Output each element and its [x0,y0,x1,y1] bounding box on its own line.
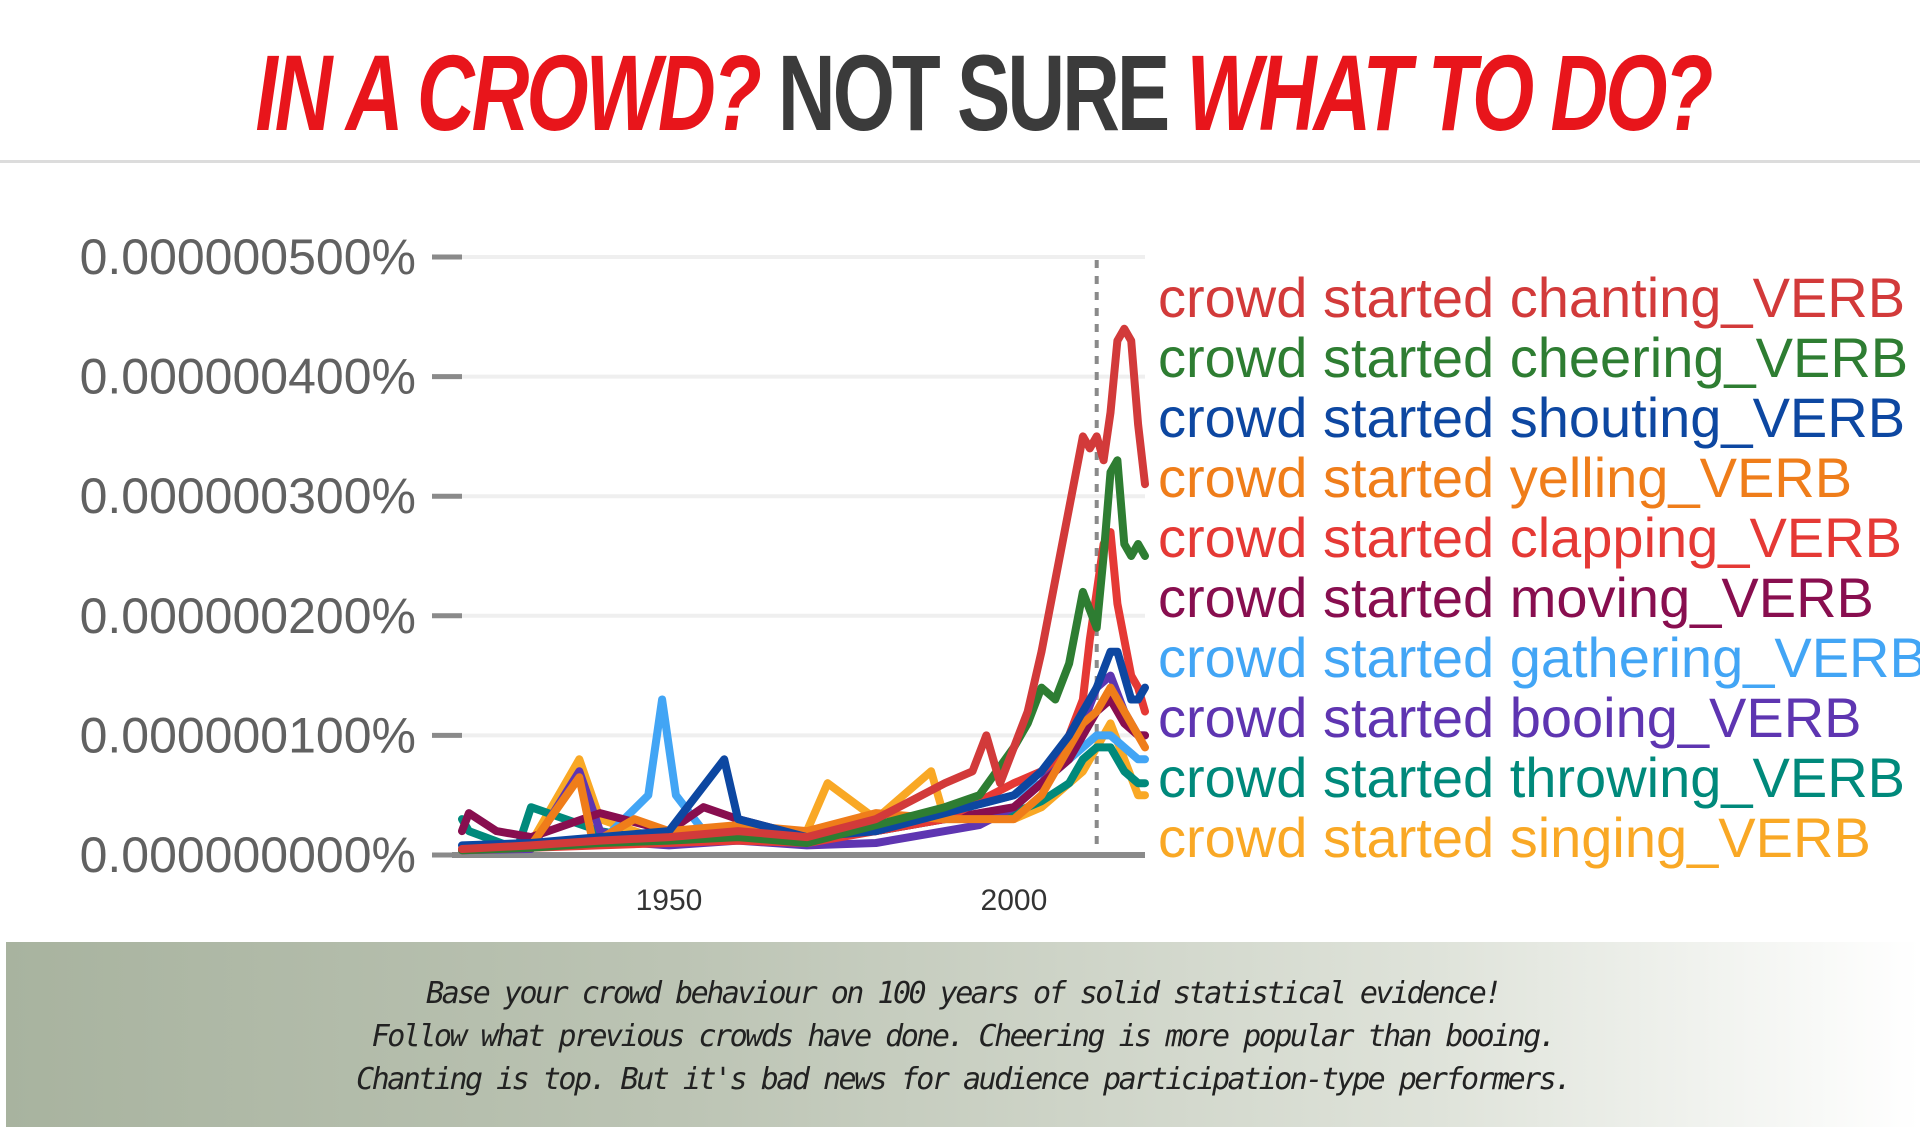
page-title: IN A CROWD? NOT SURE WHAT TO DO? [0,20,1920,165]
y-tick-label: 0.000000500% [80,229,416,285]
plot-lines [458,324,1149,855]
title-part-1: IN A CROWD? [255,32,762,153]
legend-entry-2: crowd started cheering_VERB [1158,326,1908,389]
caption-line-1: Base your crowd behaviour on 100 years o… [426,976,1502,1011]
legend-entry-5: crowd started clapping_VERB [1158,506,1902,569]
series-line-1 [458,324,1149,853]
y-tick-label: 0.000000400% [80,349,416,405]
x-axis: 1950 2000 [452,852,1145,917]
y-tick-label: 0.000000000% [80,827,416,883]
caption-line-2: Follow what previous crowds have done. C… [371,1019,1557,1054]
series-line-2 [458,456,1149,855]
y-tick-label: 0.000000100% [80,707,416,763]
legend-entry-7: crowd started gathering_VERB [1158,626,1920,689]
legend-entry-10: crowd started singing_VERB [1158,806,1871,869]
legend-entry-1: crowd started chanting_VERB [1158,266,1905,329]
series-line-3 [458,647,1149,850]
x-tick-label: 2000 [981,884,1048,917]
grid [462,255,1145,855]
title-part-3: WHAT TO DO? [1186,32,1713,153]
title-text: IN A CROWD? NOT SURE WHAT TO DO? [255,20,1714,165]
caption-box: Base your crowd behaviour on 100 years o… [6,942,1920,1127]
legend-entry-6: crowd started moving_VERB [1158,566,1874,629]
legend-entry-3: crowd started shouting_VERB [1158,386,1905,449]
series-line-10 [458,719,1149,853]
y-tick-label: 0.000000300% [80,468,416,524]
title-divider [0,160,1920,163]
y-axis: 0.000000000% 0.000000100% 0.000000200% 0.00… [80,229,462,883]
title-part-2: NOT SURE [777,32,1170,153]
legend-entry-4: crowd started yelling_VERB [1158,446,1852,509]
y-tick-label: 0.000000200% [80,588,416,644]
x-tick-label: 1950 [636,884,703,917]
legend-entry-9: crowd started throwing_VERB [1158,746,1905,809]
caption-line-3: Chanting is top. But it's bad news for a… [356,1062,1572,1097]
legend-entry-8: crowd started booing_VERB [1158,686,1862,749]
ngram-chart: 0.000000000% 0.000000100% 0.000000200% 0.00… [80,229,1920,917]
